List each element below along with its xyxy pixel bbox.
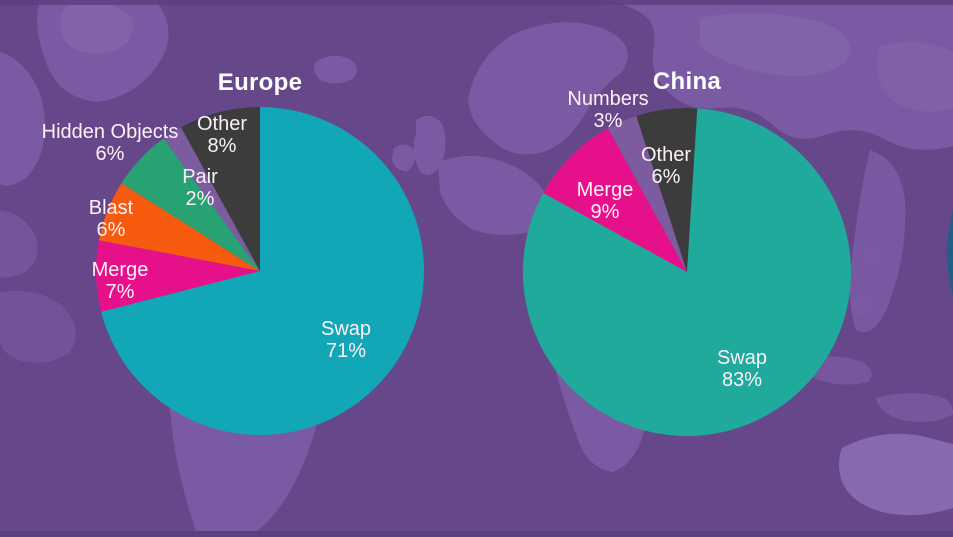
slice-percent: 9% — [590, 201, 620, 223]
slice-name: Hidden Objects — [41, 121, 179, 143]
slice-name: Other — [640, 144, 692, 166]
pie-slice-blast — [98, 183, 260, 271]
slice-label-europe-hidden-objects: Hidden Objects 6% — [42, 121, 179, 165]
slice-name: Pair — [182, 166, 218, 188]
slice-name: Other — [196, 113, 248, 135]
slice-label-europe-other: Other 8% — [197, 113, 247, 157]
slice-label-europe-pair: Pair 2% — [182, 166, 218, 210]
slice-name: Swap — [320, 318, 372, 340]
pie-slice-numbers — [607, 116, 687, 272]
slice-label-china-swap: Swap 83% — [717, 347, 767, 391]
pie-title-europe: Europe — [217, 69, 303, 96]
slice-name: Numbers — [567, 88, 649, 110]
slice-percent: 8% — [207, 135, 237, 157]
offscreen-circle-edge — [947, 211, 953, 295]
slice-percent: 6% — [96, 219, 126, 241]
slice-percent: 3% — [593, 110, 623, 132]
slice-percent: 2% — [185, 188, 215, 210]
slice-label-europe-blast: Blast 6% — [89, 197, 133, 241]
pie-slice-other — [636, 108, 698, 272]
pie-slice-swap — [101, 107, 425, 435]
slice-percent: 7% — [105, 281, 135, 303]
pie-slice-merge — [96, 240, 261, 312]
slice-label-china-numbers: Numbers 3% — [567, 88, 648, 132]
pie-chart-china — [523, 108, 851, 436]
pie-slice-other — [180, 107, 260, 271]
slice-name: Blast — [88, 197, 134, 219]
slice-label-europe-merge: Merge 7% — [92, 259, 149, 303]
pie-slice-hidden-objects — [121, 138, 261, 271]
pie-title-china: China — [652, 68, 722, 95]
slice-name: Merge — [91, 259, 149, 281]
pie-slice-merge — [543, 128, 687, 272]
pie-chart-europe — [96, 107, 425, 435]
pie-slice-pair — [163, 127, 260, 271]
slice-name: Swap — [716, 347, 768, 369]
slice-percent: 83% — [721, 369, 763, 391]
slice-name: Merge — [576, 179, 634, 201]
slice-percent: 6% — [651, 166, 681, 188]
slice-label-china-other: Other 6% — [641, 144, 691, 188]
slice-label-china-merge: Merge 9% — [577, 179, 634, 223]
slice-percent: 71% — [325, 340, 367, 362]
slice-label-europe-swap: Swap 71% — [321, 318, 371, 362]
slice-percent: 6% — [95, 143, 125, 165]
